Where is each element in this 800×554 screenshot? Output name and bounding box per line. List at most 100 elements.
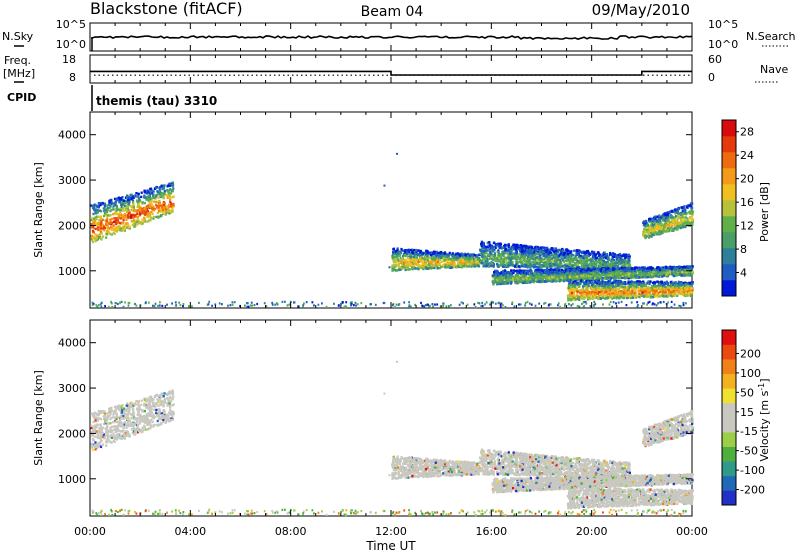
power-cell: [413, 264, 416, 268]
power-cell: [395, 260, 398, 264]
power-cell: [146, 210, 150, 213]
power-cell: [494, 276, 497, 279]
power-cell: [399, 252, 402, 256]
power-cell: [147, 199, 150, 202]
power-cell: [431, 259, 434, 262]
power-cell: [463, 265, 466, 268]
power-cell: [602, 263, 605, 266]
power-cell: [138, 206, 141, 209]
power-cell: [105, 233, 109, 236]
power-cell: [427, 263, 430, 267]
power-cell: [158, 209, 161, 213]
power-cell: [115, 209, 118, 212]
power-cell: [597, 271, 600, 275]
power-cell: [539, 256, 542, 260]
power-cell: [491, 258, 494, 261]
power-cell: [420, 252, 423, 255]
power-cell: [411, 257, 415, 260]
power-cell: [92, 212, 95, 216]
power-cell: [397, 252, 400, 255]
power-cell: [461, 258, 464, 262]
power-cell: [441, 252, 444, 255]
power-cell: [397, 258, 400, 261]
power-cell: [147, 204, 150, 207]
power-cell: [113, 227, 116, 230]
power-cell: [474, 257, 477, 261]
power-cell: [492, 283, 495, 286]
power-cell: [618, 276, 621, 280]
nave-label: Nave: [760, 63, 788, 76]
power-cell: [169, 192, 173, 195]
power-cell: [549, 254, 552, 257]
power-cell: [435, 250, 438, 254]
power-cell: [155, 215, 158, 219]
power-cell: [493, 252, 496, 255]
station-title: Blackstone (fitACF): [90, 0, 243, 18]
power-cell: [127, 197, 130, 200]
power-cell: [659, 272, 662, 275]
power-cell: [597, 251, 600, 254]
power-cell: [506, 252, 509, 255]
power-cell: [90, 218, 93, 222]
power-cell: [391, 269, 394, 272]
power-cell: [566, 253, 570, 256]
power-cell: [413, 254, 416, 257]
power-cell: [504, 251, 507, 255]
power-cell: [158, 202, 161, 206]
power-cell: [424, 256, 427, 259]
power-cell: [586, 250, 590, 253]
power-cell: [620, 269, 623, 272]
power-cell: [500, 277, 503, 281]
power-cell: [651, 273, 654, 276]
power-cell: [121, 196, 124, 199]
power-cell: [449, 258, 452, 261]
power-cell: [132, 203, 135, 207]
power-cell: [125, 222, 128, 225]
power-cell: [529, 269, 532, 272]
power-cell: [100, 232, 103, 235]
power-cell: [120, 197, 123, 200]
power-cell: [617, 267, 620, 270]
power-cell: [576, 272, 579, 275]
power-cell: [535, 278, 538, 281]
power-cell: [172, 183, 175, 186]
power-cell: [474, 261, 477, 265]
power-cell: [570, 256, 573, 260]
power-cell: [556, 278, 559, 281]
power-cell: [606, 267, 609, 271]
power-cell: [105, 236, 108, 239]
power-cell: [503, 282, 506, 285]
power-cell: [521, 260, 524, 263]
power-cell: [599, 255, 602, 259]
power-cell: [112, 213, 115, 216]
power-cell: [136, 212, 139, 216]
power-cell: [621, 259, 624, 262]
power-cell: [117, 213, 120, 216]
power-cell: [482, 265, 485, 268]
power-cell: [414, 262, 417, 266]
power-cell: [466, 254, 469, 258]
power-cell: [511, 260, 514, 264]
power-cell: [562, 253, 565, 256]
power-cell: [627, 253, 630, 257]
power-cell: [105, 212, 108, 216]
power-cell: [435, 257, 438, 260]
power-cell: [511, 275, 514, 278]
power-cell: [147, 220, 150, 223]
power-cell: [498, 279, 501, 282]
power-cell: [169, 200, 172, 203]
power-cell: [581, 262, 584, 266]
power-cell: [522, 249, 525, 252]
power-cell: [491, 262, 494, 265]
power-cell: [609, 251, 612, 255]
power-cell: [459, 264, 462, 267]
power-cell: [106, 218, 109, 221]
power-cell: [531, 255, 535, 258]
power-cell: [663, 268, 666, 272]
power-cell: [463, 256, 466, 259]
power-cell: [126, 214, 129, 217]
power-cell: [90, 234, 93, 238]
power-cell: [120, 222, 123, 225]
power-cell: [162, 186, 165, 190]
power-cell: [407, 262, 410, 265]
